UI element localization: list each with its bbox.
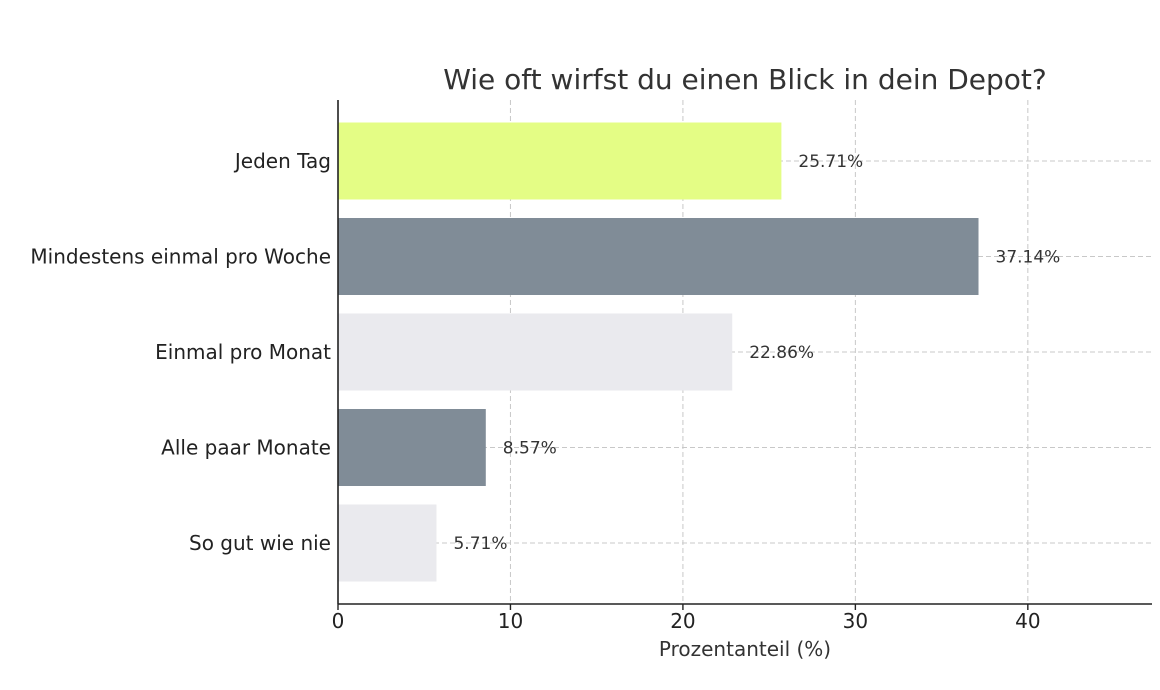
category-label: Mindestens einmal pro Woche	[30, 245, 331, 269]
bar	[338, 218, 979, 295]
x-tick-label: 10	[498, 609, 523, 633]
x-tick-label: 30	[843, 609, 868, 633]
data-label: 8.57%	[503, 439, 557, 459]
category-label: Einmal pro Monat	[155, 340, 331, 364]
bar	[338, 504, 437, 582]
bar	[338, 313, 733, 391]
data-label: 5.71%	[453, 534, 507, 554]
category-label: Jeden Tag	[233, 149, 331, 173]
data-label: 25.71%	[798, 152, 863, 172]
bars-group	[338, 122, 979, 582]
chart-title: Wie oft wirfst du einen Blick in dein De…	[443, 63, 1047, 96]
data-label: 22.86%	[749, 343, 814, 363]
data-label: 37.14%	[996, 248, 1061, 268]
bar	[338, 122, 782, 200]
x-ticks-group: 0 10 20 30 40	[332, 604, 1041, 633]
axes-group	[337, 100, 1152, 605]
category-label: Alle paar Monate	[161, 436, 331, 460]
category-label: So gut wie nie	[189, 531, 331, 555]
value-labels-group: 25.71% 37.14% 22.86% 8.57% 5.71%	[453, 152, 1060, 554]
x-axis-label: Prozentanteil (%)	[659, 637, 831, 661]
bar	[338, 409, 486, 486]
category-labels-group: Jeden Tag Mindestens einmal pro Woche Einm…	[30, 149, 331, 555]
x-tick-label: 0	[332, 609, 345, 633]
x-tick-label: 20	[670, 609, 695, 633]
x-tick-label: 40	[1015, 609, 1040, 633]
